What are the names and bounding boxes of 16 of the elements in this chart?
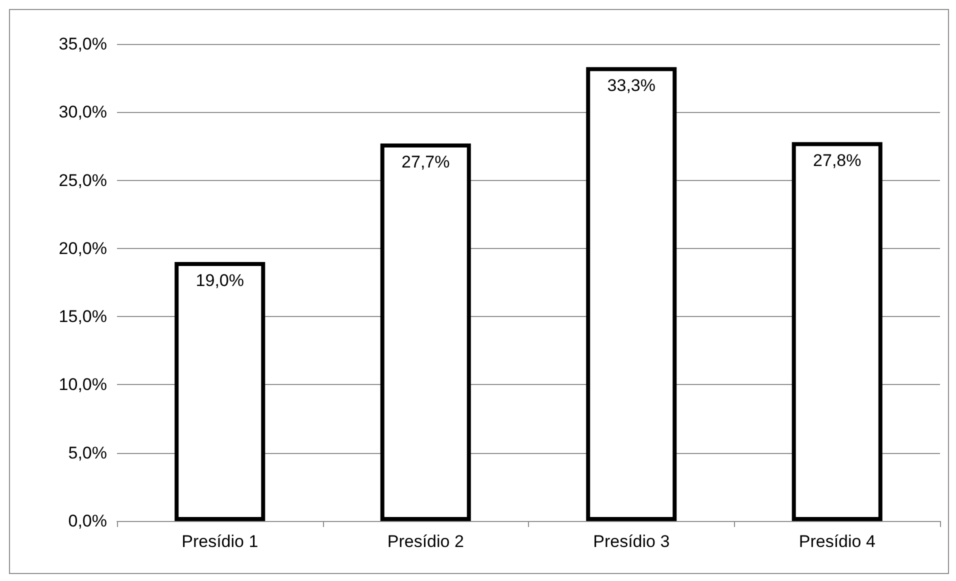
- y-tick-label: 10,0%: [58, 375, 107, 394]
- y-tick-label: 25,0%: [58, 170, 107, 190]
- y-tick-label: 35,0%: [58, 34, 107, 54]
- y-tick-label: 0,0%: [68, 512, 107, 530]
- x-tick-label: Presídio 4: [798, 532, 876, 551]
- data-label: 27,7%: [402, 152, 450, 172]
- data-label: 27,8%: [813, 151, 862, 170]
- x-tick-label: Presídio 2: [387, 532, 464, 551]
- y-tick-label: 20,0%: [58, 238, 107, 258]
- y-tick-label: 5,0%: [68, 443, 107, 462]
- y-tick-label: 30,0%: [58, 102, 107, 122]
- data-label: 33,3%: [607, 76, 656, 96]
- x-tick-label: Presídio 1: [182, 532, 258, 551]
- data-label: 19,0%: [196, 271, 244, 290]
- y-tick-label: 15,0%: [58, 307, 107, 326]
- x-tick-label: Presídio 3: [593, 532, 670, 551]
